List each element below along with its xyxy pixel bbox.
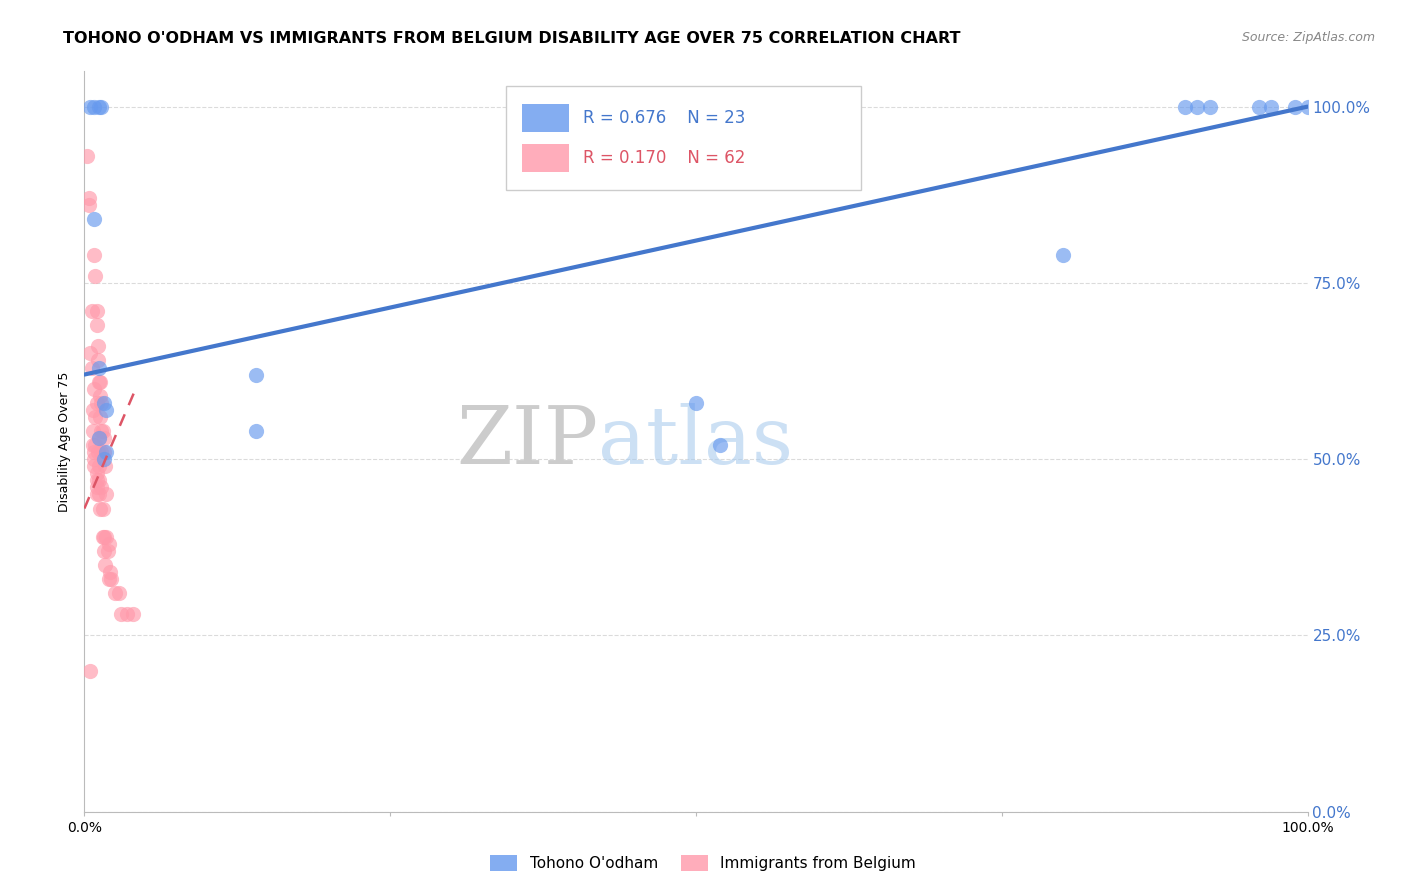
Point <box>1174 100 1197 114</box>
Point <box>83 248 105 262</box>
Point <box>84 438 107 452</box>
Point <box>93 530 115 544</box>
Point <box>97 544 120 558</box>
Point <box>80 360 103 375</box>
Point <box>685 396 707 410</box>
Point <box>93 431 115 445</box>
Text: TOHONO O'ODHAM VS IMMIGRANTS FROM BELGIUM DISABILITY AGE OVER 75 CORRELATION CHA: TOHONO O'ODHAM VS IMMIGRANTS FROM BELGIU… <box>63 31 960 46</box>
Text: Source: ZipAtlas.com: Source: ZipAtlas.com <box>1241 31 1375 45</box>
Point <box>84 268 107 283</box>
Text: atlas: atlas <box>598 402 793 481</box>
Point <box>96 487 118 501</box>
Point <box>79 346 101 360</box>
Point <box>77 198 100 212</box>
Point <box>77 191 100 205</box>
Point <box>1247 100 1270 114</box>
Point <box>76 149 98 163</box>
Point <box>110 607 132 622</box>
Point <box>93 452 115 467</box>
Point <box>1296 100 1319 114</box>
Point <box>93 445 115 459</box>
Point <box>1052 248 1074 262</box>
Text: R = 0.676    N = 23: R = 0.676 N = 23 <box>583 109 745 127</box>
Legend: Tohono O'odham, Immigrants from Belgium: Tohono O'odham, Immigrants from Belgium <box>484 849 922 877</box>
Point <box>91 530 114 544</box>
Point <box>93 544 115 558</box>
Point <box>87 487 110 501</box>
Point <box>96 445 118 459</box>
Point <box>107 586 129 600</box>
Point <box>86 467 108 481</box>
Point <box>104 586 127 600</box>
Point <box>89 409 111 424</box>
Point <box>86 473 108 487</box>
Point <box>97 572 120 586</box>
Point <box>87 459 110 474</box>
Point <box>87 353 110 368</box>
Point <box>709 438 731 452</box>
Point <box>87 339 110 353</box>
Bar <box>522 144 569 172</box>
Y-axis label: Disability Age Over 75: Disability Age Over 75 <box>58 371 72 512</box>
Point <box>87 431 110 445</box>
Point <box>91 501 114 516</box>
Point <box>1187 100 1209 114</box>
Point <box>245 368 267 382</box>
Point <box>87 375 110 389</box>
Point <box>122 607 145 622</box>
Text: R = 0.170    N = 62: R = 0.170 N = 62 <box>583 149 745 167</box>
Point <box>86 480 108 494</box>
Point <box>1284 100 1306 114</box>
Point <box>87 445 110 459</box>
Point <box>86 304 108 318</box>
Point <box>245 424 267 438</box>
Point <box>87 100 110 114</box>
Point <box>82 438 104 452</box>
Point <box>83 212 105 227</box>
Point <box>83 452 105 467</box>
Point <box>86 318 108 333</box>
FancyBboxPatch shape <box>506 87 860 190</box>
Point <box>91 424 114 438</box>
Point <box>97 537 120 551</box>
Point <box>83 445 105 459</box>
Point <box>89 501 111 516</box>
Point <box>82 424 104 438</box>
Point <box>82 402 104 417</box>
Text: ZIP: ZIP <box>456 402 598 481</box>
Point <box>86 487 108 501</box>
Point <box>96 402 118 417</box>
Point <box>79 100 101 114</box>
Point <box>83 100 105 114</box>
Point <box>87 360 110 375</box>
Point <box>90 445 112 459</box>
Point <box>90 424 112 438</box>
Point <box>94 459 117 474</box>
Point <box>1198 100 1220 114</box>
Point <box>86 396 108 410</box>
Point <box>83 459 105 474</box>
Point <box>90 100 112 114</box>
Point <box>90 396 112 410</box>
Point <box>96 530 118 544</box>
Point <box>87 431 110 445</box>
Point <box>100 572 122 586</box>
Point <box>89 389 111 403</box>
Point <box>80 304 103 318</box>
Point <box>84 409 107 424</box>
Bar <box>522 104 569 132</box>
Point <box>94 558 117 572</box>
Point <box>89 375 111 389</box>
Point <box>87 473 110 487</box>
Point <box>1260 100 1282 114</box>
Point <box>83 382 105 396</box>
Point <box>115 607 138 622</box>
Point <box>79 664 101 678</box>
Point <box>90 480 112 494</box>
Point <box>93 396 115 410</box>
Point <box>98 565 121 579</box>
